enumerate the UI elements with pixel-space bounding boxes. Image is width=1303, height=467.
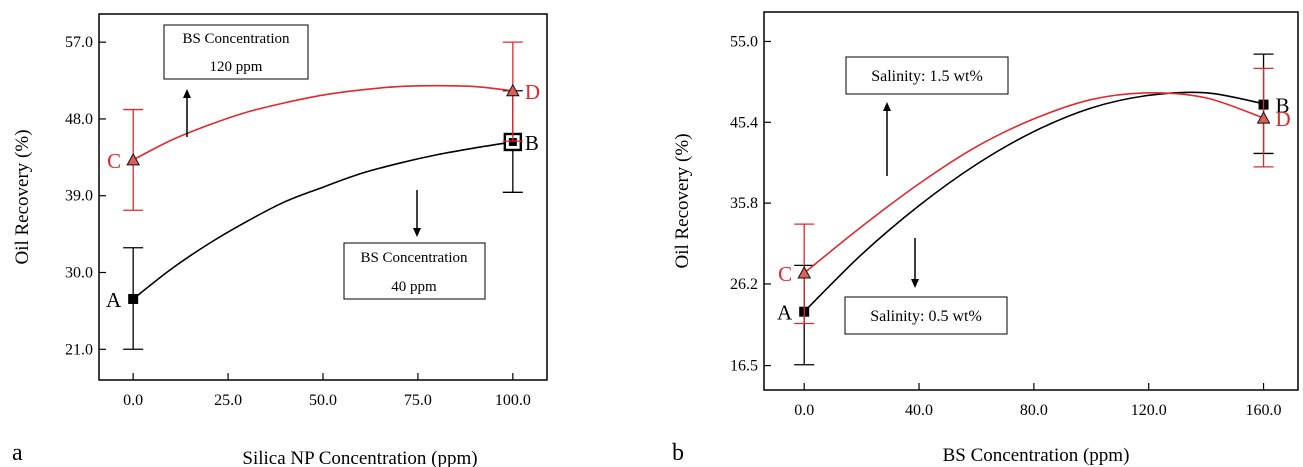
point-label: B	[525, 131, 539, 155]
annotation-box	[845, 56, 1009, 95]
point-label: B	[1276, 94, 1290, 118]
y-axis-title: Oil Recovery (%)	[672, 133, 693, 268]
data-point-marker	[797, 265, 812, 279]
arrow-down-icon	[911, 238, 919, 288]
data-point-marker	[126, 152, 141, 166]
point-label: D	[525, 80, 540, 104]
x-axis-ticks: 0.0 40.0 80.0 120.0 160.0	[794, 383, 1282, 419]
arrow-up-icon	[883, 102, 891, 176]
annotation-box	[844, 296, 1008, 335]
annotation-salinity-0-5: Salinity: 0.5 wt%	[844, 296, 1008, 335]
y-tick-label: 16.5	[730, 358, 758, 375]
y-axis-ticks: 16.5 26.2 35.8 45.4 55.0	[730, 33, 771, 375]
point-label: C	[778, 262, 792, 286]
point-label: A	[106, 288, 122, 312]
x-axis-ticks: 0.0 25.0 50.0 75.0 100.0	[123, 373, 531, 409]
arrow-down-icon	[413, 190, 421, 237]
annotation-bs-120: BS Concentration 120 ppm	[163, 24, 309, 80]
y-axis-ticks: 21.0 30.0 39.0 48.0 57.0	[65, 34, 106, 358]
point-label: A	[777, 301, 793, 325]
chart-panel-b: 16.5 26.2 35.8 45.4 55.0 0.0 40.0 80.0 120.0 160…	[672, 11, 1299, 466]
x-tick-label: 40.0	[905, 402, 933, 419]
y-axis-title: Oil Recovery (%)	[12, 129, 33, 264]
chart-panel-a: 21.0 30.0 39.0 48.0 57.0 0.0 25.0 50.0 75.0 100.…	[12, 13, 548, 467]
x-tick-label: 0.0	[123, 392, 143, 409]
annotation-salinity-1-5: Salinity: 1.5 wt%	[845, 56, 1009, 95]
y-tick-label: 39.0	[65, 188, 93, 205]
y-tick-label: 55.0	[730, 33, 758, 50]
series-2-curve	[803, 91, 1264, 274]
y-tick-label: 26.2	[730, 276, 758, 293]
annotation-line-1: BS Concentration	[182, 31, 290, 47]
data-point-marker-inner	[508, 137, 517, 146]
data-point-marker	[505, 83, 520, 97]
y-tick-label: 21.0	[65, 341, 93, 358]
y-tick-label: 57.0	[65, 34, 93, 51]
annotation-line-1: BS Concentration	[360, 250, 468, 266]
point-label: C	[107, 149, 121, 173]
x-tick-label: 160.0	[1246, 402, 1282, 419]
annotation-line-1: Salinity: 1.5 wt%	[871, 68, 983, 85]
x-tick-label: 120.0	[1131, 402, 1167, 419]
point-label: D	[1276, 107, 1291, 131]
series-1-curve	[803, 91, 1264, 313]
series-2-curve	[132, 84, 513, 161]
x-axis-title: Silica NP Concentration (ppm)	[242, 448, 477, 467]
x-tick-label: 50.0	[309, 392, 337, 409]
panel-label: a	[12, 440, 23, 466]
annotation-bs-40: BS Concentration 40 ppm	[343, 242, 486, 300]
annotation-box	[343, 242, 486, 300]
y-tick-label: 30.0	[65, 265, 93, 282]
annotation-line-1: Salinity: 0.5 wt%	[870, 308, 982, 325]
x-tick-label: 0.0	[794, 402, 814, 419]
series-1-curve	[132, 141, 513, 300]
plot-area: A B C D	[106, 41, 540, 350]
plot-area: A B C D	[777, 53, 1291, 366]
x-tick-label: 100.0	[495, 392, 531, 409]
data-point-marker	[1256, 111, 1271, 124]
x-tick-label: 75.0	[404, 392, 432, 409]
plot-frame	[763, 11, 1299, 391]
data-point-marker	[128, 293, 139, 304]
y-tick-label: 45.4	[730, 114, 758, 131]
annotation-line-2: 40 ppm	[391, 279, 437, 295]
x-tick-label: 25.0	[214, 392, 242, 409]
y-tick-label: 35.8	[730, 195, 758, 212]
arrow-up-icon	[183, 89, 191, 137]
annotation-box	[163, 24, 309, 80]
x-tick-label: 80.0	[1020, 402, 1048, 419]
panel-label: b	[672, 440, 684, 466]
y-tick-label: 48.0	[65, 111, 93, 128]
x-axis-title: BS Concentration (ppm)	[943, 445, 1130, 466]
annotation-line-2: 120 ppm	[210, 59, 263, 75]
